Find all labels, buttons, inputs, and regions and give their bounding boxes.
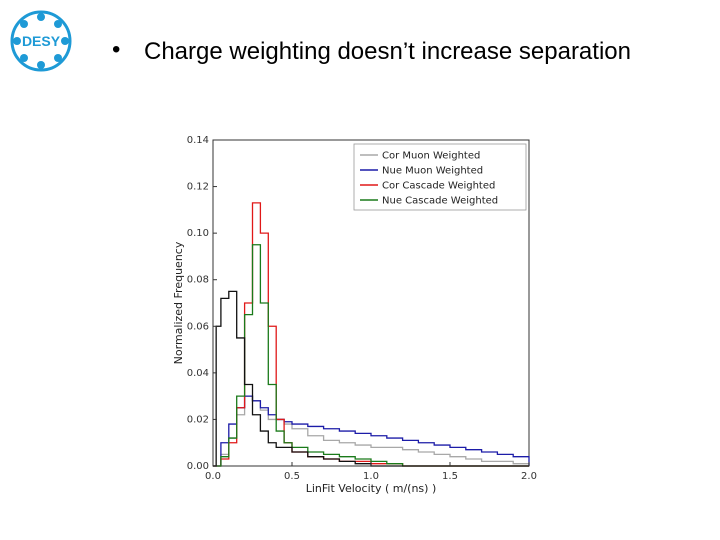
x-axis-label: LinFit Velocity ( m/(ns) ) bbox=[306, 482, 436, 495]
series-line bbox=[213, 244, 529, 467]
y-tick-label: 0.14 bbox=[187, 135, 209, 146]
logo-text: DESY bbox=[22, 33, 61, 49]
legend-label: Nue Muon Weighted bbox=[382, 166, 483, 177]
bullet-marker: • bbox=[112, 36, 121, 63]
y-axis-label: Normalized Frequency bbox=[172, 241, 185, 364]
histogram-chart: 0.00 0.02 0.04 0.06 0.08 0.10 0.12 0.14 0.0 0.5 1.… bbox=[172, 135, 537, 495]
y-tick-label: 0.02 bbox=[187, 414, 209, 425]
bullet-text: Charge weighting doesn’t increase separa… bbox=[144, 38, 631, 65]
y-tick-label: 0.12 bbox=[187, 182, 209, 193]
x-tick-label: 1.0 bbox=[363, 471, 379, 482]
y-tick-label: 0.08 bbox=[187, 275, 209, 286]
x-tick-label: 0.5 bbox=[284, 471, 300, 482]
y-tick-label: 0.10 bbox=[187, 228, 209, 239]
legend-label: Cor Cascade Weighted bbox=[382, 181, 495, 192]
x-tick-label: 1.5 bbox=[442, 471, 458, 482]
x-tick-label: 0.0 bbox=[205, 471, 221, 482]
y-tick-label: 0.04 bbox=[187, 368, 209, 379]
y-tick-label: 0.00 bbox=[187, 461, 209, 472]
x-tick-label: 2.0 bbox=[521, 471, 537, 482]
series-line bbox=[213, 395, 530, 467]
y-tick-label: 0.06 bbox=[187, 321, 209, 332]
legend-label: Cor Muon Weighted bbox=[382, 151, 480, 162]
desy-logo: DESY bbox=[10, 10, 72, 72]
legend-label: Nue Cascade Weighted bbox=[382, 196, 498, 207]
chart-legend: Cor Muon Weighted Nue Muon Weighted Cor Ca… bbox=[353, 143, 527, 211]
series-line bbox=[213, 290, 529, 467]
